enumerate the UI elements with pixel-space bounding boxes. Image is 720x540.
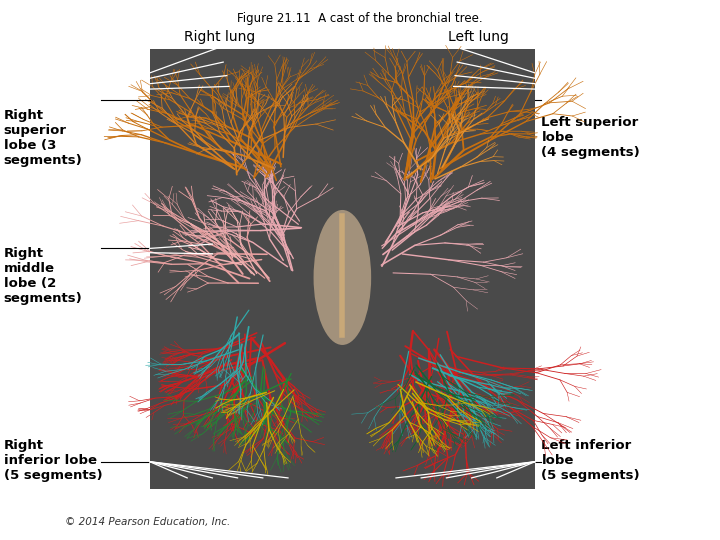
Text: Left lung: Left lung [449,30,509,44]
Text: Right lung: Right lung [184,30,255,44]
Ellipse shape [314,210,372,345]
Text: Right
superior
lobe (3
segments): Right superior lobe (3 segments) [4,109,82,167]
Text: Figure 21.11  A cast of the bronchial tree.: Figure 21.11 A cast of the bronchial tre… [237,12,483,25]
Text: Left inferior
lobe
(5 segments): Left inferior lobe (5 segments) [541,438,640,482]
Text: Left superior
lobe
(4 segments): Left superior lobe (4 segments) [541,116,640,159]
Text: © 2014 Pearson Education, Inc.: © 2014 Pearson Education, Inc. [65,516,230,526]
Text: Right
middle
lobe (2
segments): Right middle lobe (2 segments) [4,247,82,306]
Bar [150,49,535,489]
Text: Right
inferior lobe
(5 segments): Right inferior lobe (5 segments) [4,438,102,482]
